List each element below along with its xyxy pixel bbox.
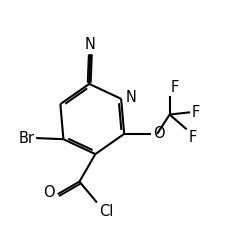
- Text: N: N: [125, 90, 136, 105]
- Text: Br: Br: [18, 131, 34, 146]
- Text: F: F: [191, 105, 199, 120]
- Text: N: N: [85, 37, 95, 52]
- Text: Cl: Cl: [99, 204, 113, 219]
- Text: F: F: [170, 79, 178, 94]
- Text: O: O: [43, 185, 55, 200]
- Text: O: O: [153, 126, 164, 141]
- Text: F: F: [188, 130, 196, 145]
